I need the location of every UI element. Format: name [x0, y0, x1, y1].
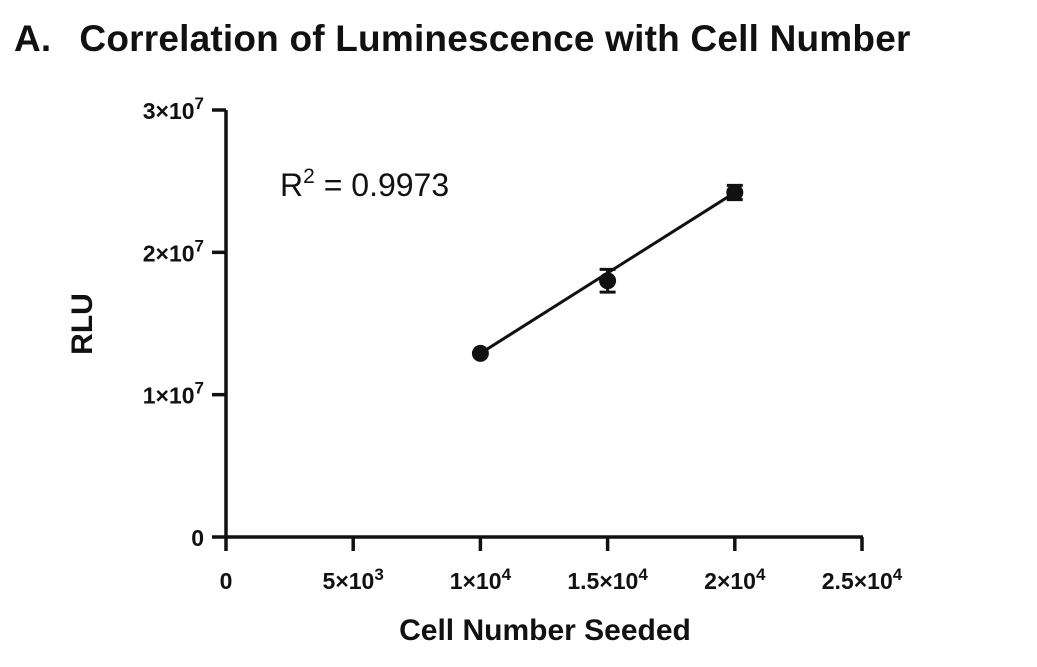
data-point-0	[471, 344, 489, 362]
data-point-1	[599, 272, 617, 290]
x-tick-label-4: 2×104	[704, 565, 766, 594]
data-points	[471, 183, 744, 362]
x-tick-label-5: 2.5×104	[822, 565, 903, 594]
axes	[224, 110, 863, 539]
x-tick-label-3: 1.5×104	[567, 565, 648, 594]
r-squared-annotation: R2 = 0.9973	[280, 165, 449, 203]
panel-label: A.	[14, 18, 52, 59]
x-axis-label: Cell Number Seeded	[399, 614, 691, 647]
x-tick-label-1: 5×103	[323, 565, 384, 594]
chart-title: A. Correlation of Luminescence with Cell …	[14, 18, 911, 60]
y-tick-label-3: 3×107	[143, 94, 204, 124]
y-tick-label-2: 2×107	[143, 236, 204, 266]
data-point-2	[726, 184, 744, 202]
y-tick-label-0: 0	[191, 525, 204, 551]
y-tick-label-1: 1×107	[143, 379, 204, 409]
x-tick-label-0: 0	[220, 568, 233, 594]
x-tick-label-2: 1×104	[450, 565, 512, 594]
ticks: 0 5×103 1×104 1.5×104 2×104 2.5×104 0 1×107 2×10…	[143, 94, 903, 594]
chart-title-text: Correlation of Luminescence with Cell Nu…	[79, 18, 911, 59]
y-axis-label: RLU	[66, 293, 99, 355]
